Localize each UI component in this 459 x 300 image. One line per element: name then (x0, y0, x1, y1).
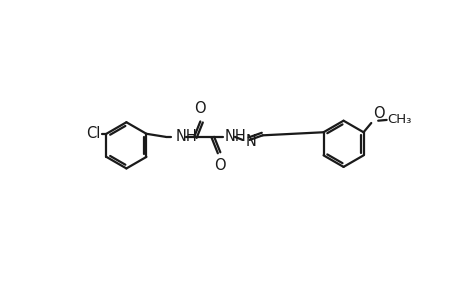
Text: O: O (214, 158, 226, 173)
Text: CH₃: CH₃ (386, 113, 411, 126)
Text: Cl: Cl (86, 126, 100, 141)
Text: O: O (194, 101, 206, 116)
Text: NH: NH (175, 129, 197, 144)
Text: NH: NH (224, 129, 246, 144)
Text: O: O (372, 106, 384, 122)
Text: N: N (245, 134, 256, 149)
